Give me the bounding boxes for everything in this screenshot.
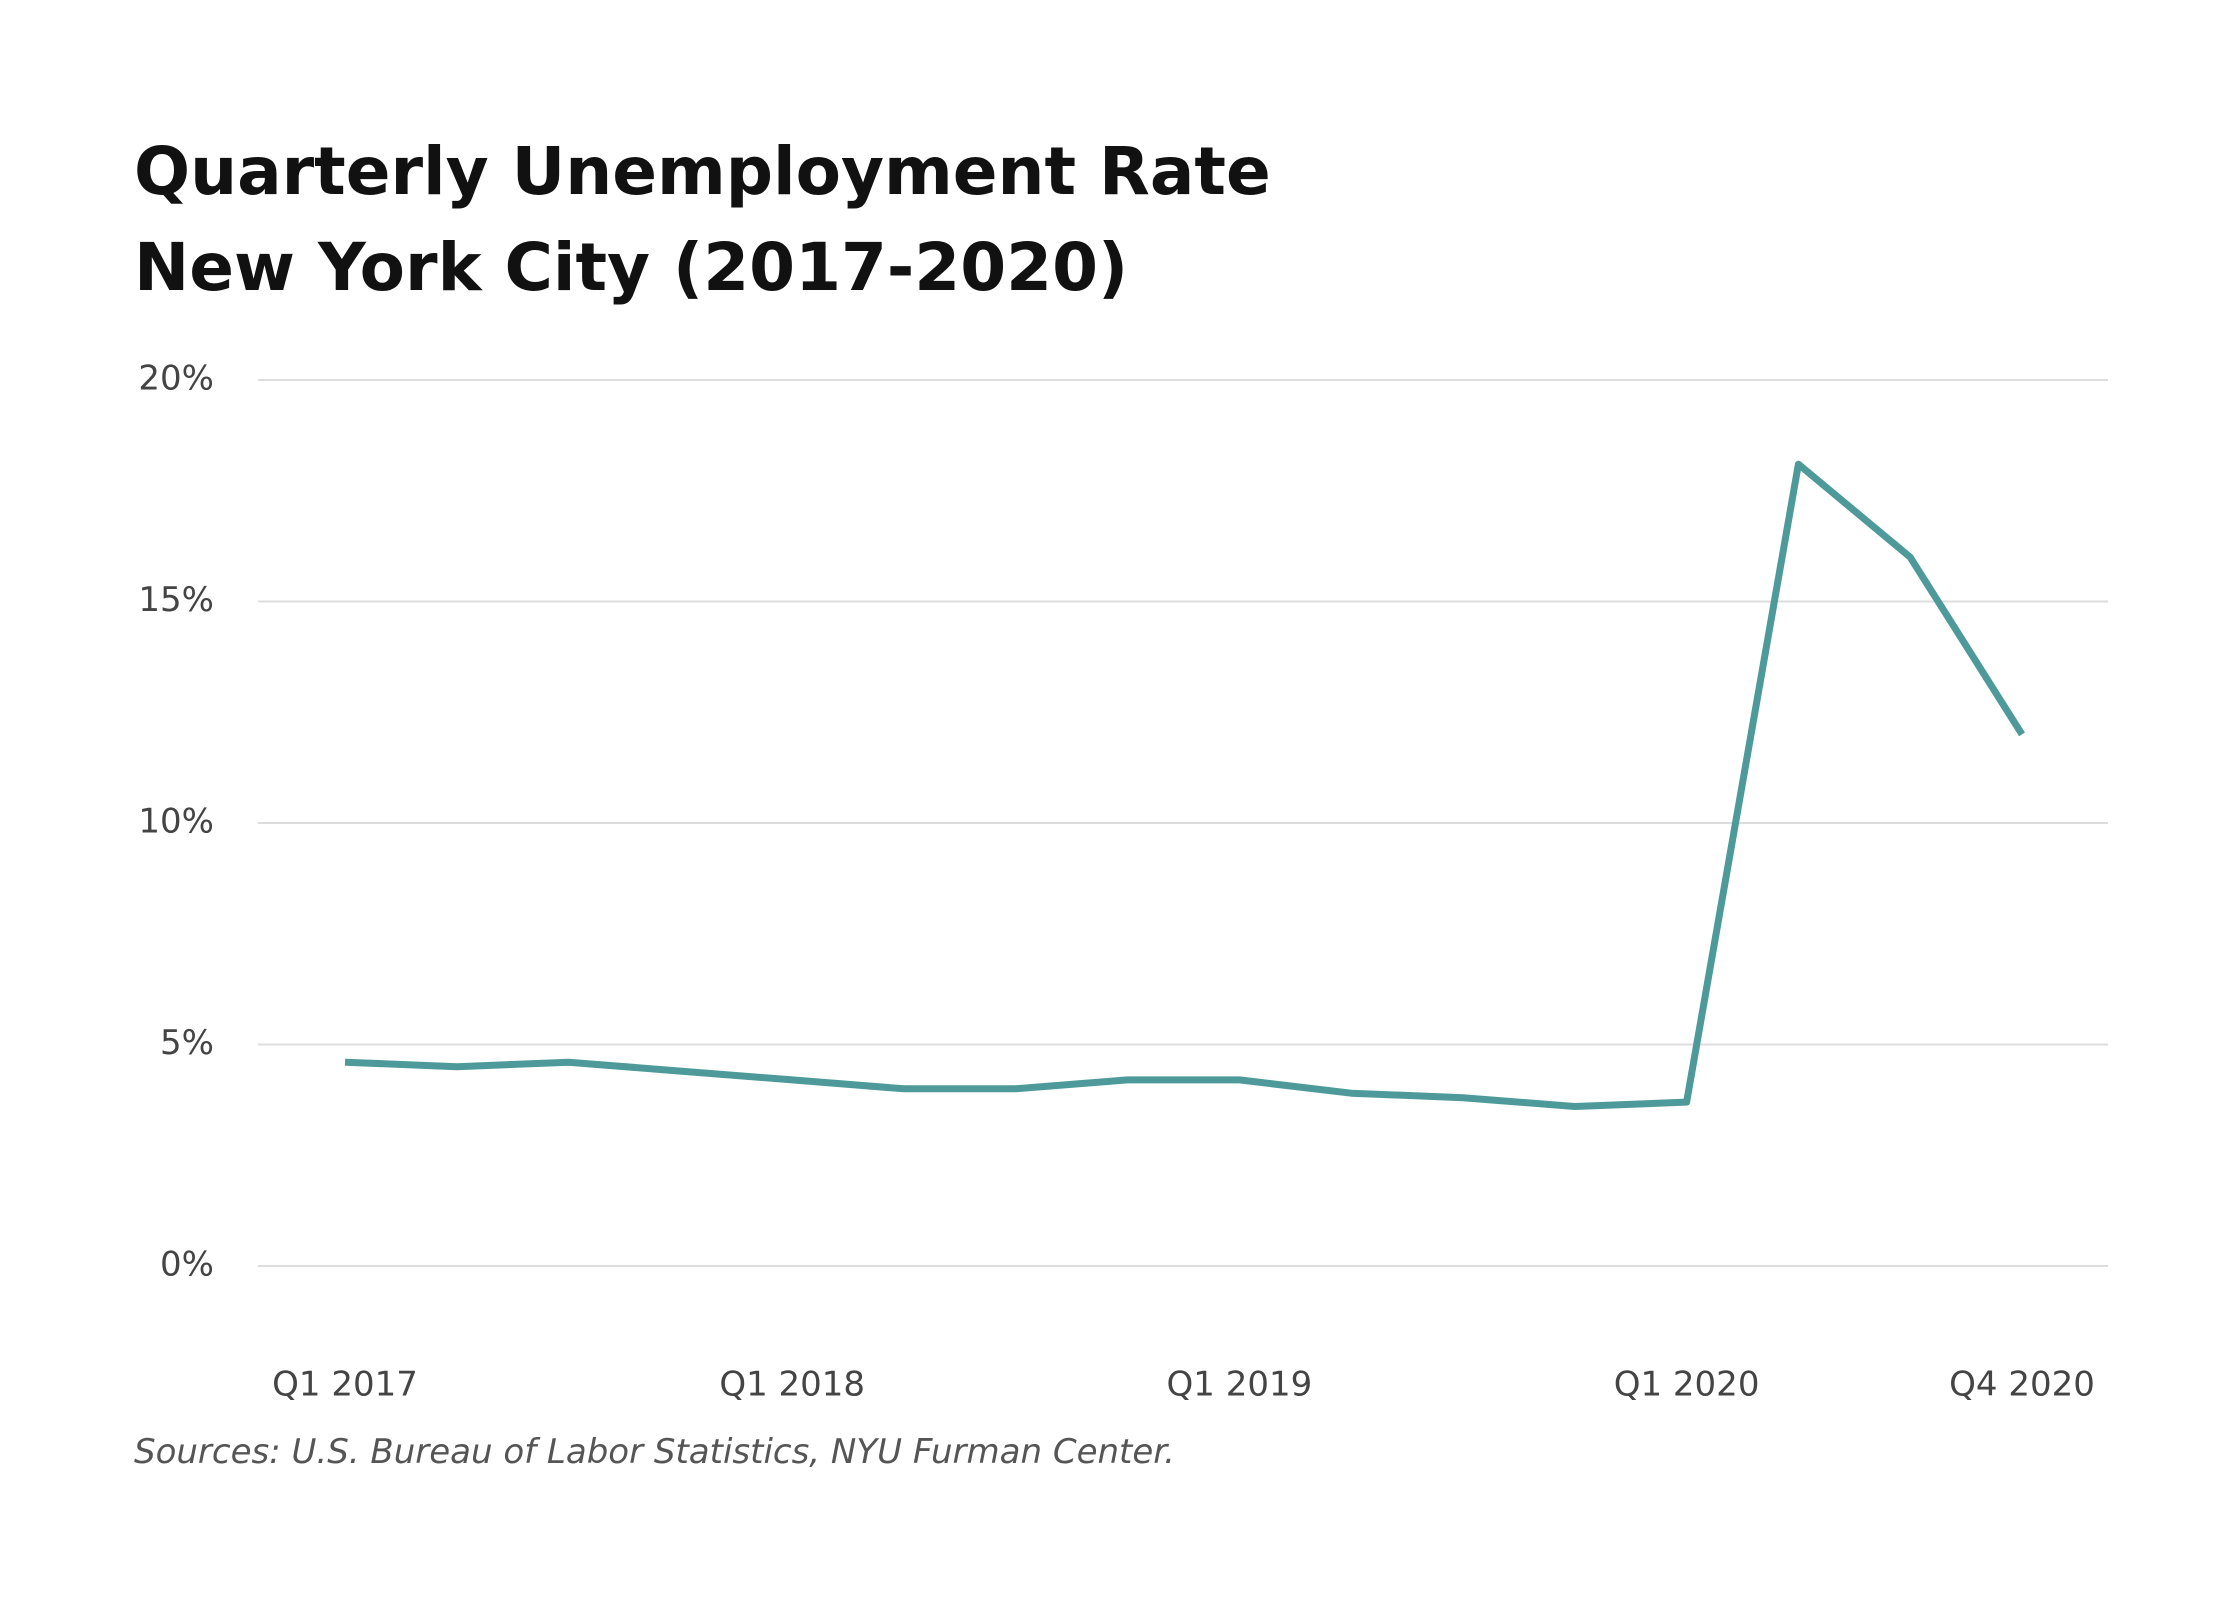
data-point — [1904, 551, 1916, 563]
series-line — [344, 460, 2025, 1110]
data-point — [2016, 728, 2028, 740]
x-tick-label: Q1 2017 — [272, 1365, 418, 1405]
data-point — [563, 1056, 575, 1068]
data-point — [1792, 458, 1804, 470]
data-point — [1122, 1074, 1134, 1086]
data-point — [451, 1061, 463, 1073]
x-tick-label: Q1 2019 — [1167, 1365, 1313, 1405]
chart-title-line-1: Quarterly Unemployment Rate — [134, 133, 1271, 210]
series-layer — [339, 458, 2028, 1113]
chart-title: Quarterly Unemployment Rate New York Cit… — [134, 124, 1271, 316]
data-point — [786, 1074, 798, 1086]
data-point — [674, 1065, 686, 1077]
source-note: Sources: U.S. Bureau of Labor Statistics… — [134, 1432, 1175, 1472]
y-tick-label: 15% — [138, 580, 214, 620]
x-tick-label: Q1 2018 — [719, 1365, 865, 1405]
y-tick-label: 10% — [138, 802, 214, 842]
data-point — [1457, 1092, 1469, 1104]
data-point — [1010, 1083, 1022, 1095]
data-point — [1569, 1101, 1581, 1113]
data-point — [1345, 1087, 1357, 1099]
x-axis-ticks: Q1 2017 Q1 2018 Q1 2019 Q1 2020 Q4 2020 — [272, 1365, 2095, 1405]
chart-title-line-2: New York City (2017-2020) — [134, 229, 1129, 306]
data-point — [1233, 1074, 1245, 1086]
gridlines — [258, 379, 2108, 1267]
y-tick-label: 5% — [160, 1023, 214, 1063]
y-tick-label: 0% — [160, 1245, 214, 1285]
data-point — [339, 1056, 351, 1068]
data-point — [1681, 1096, 1693, 1108]
y-tick-label: 20% — [138, 359, 214, 399]
x-tick-label: Q4 2020 — [1949, 1365, 2095, 1405]
y-axis-ticks: 0% 5% 10% 15% 20% — [138, 359, 214, 1285]
x-tick-label: Q1 2020 — [1614, 1365, 1760, 1405]
data-point — [898, 1083, 910, 1095]
